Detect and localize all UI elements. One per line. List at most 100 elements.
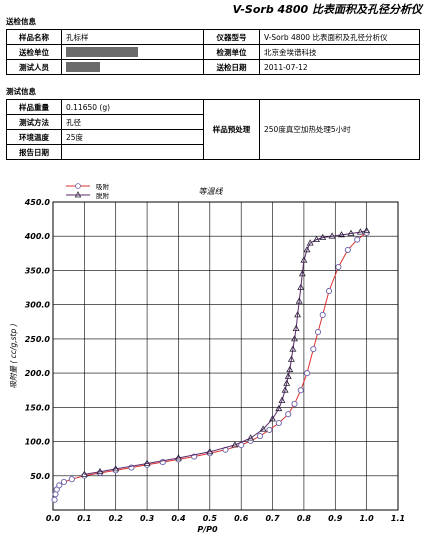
desorption-point: [298, 270, 306, 277]
desorption-point: [294, 311, 302, 318]
adsorption-point: [56, 482, 63, 489]
y-tick-label: 200.0: [25, 369, 51, 378]
desorption-point: [284, 372, 292, 379]
adsorption-point: [314, 328, 322, 336]
desorption-point: [306, 239, 314, 246]
adsorption-point: [266, 426, 273, 433]
sample-weight-value: 0.11650 (g): [61, 99, 204, 115]
desorption-point: [275, 404, 283, 412]
legend-marker: [75, 183, 81, 189]
legend-marker: [74, 191, 82, 198]
desorption-point: [292, 324, 300, 332]
chart-title: 等温线: [199, 187, 224, 196]
adsorption-point: [291, 400, 298, 407]
x-tick-label: 0.0: [46, 514, 61, 523]
x-tick-label: 0.3: [140, 514, 155, 523]
desorption-point: [300, 256, 308, 263]
x-tick-label: 0.7: [265, 514, 280, 523]
adsorption-point: [51, 496, 58, 503]
adsorption-point: [319, 311, 326, 318]
adsorption-point: [256, 433, 264, 440]
y-tick-label: 50.0: [30, 472, 50, 481]
x-tick-label: 0.2: [109, 514, 124, 523]
desorption-point: [319, 233, 327, 240]
desorption-point: [287, 355, 295, 362]
desorption-point: [297, 283, 305, 290]
desorption-point: [295, 297, 303, 304]
x-tick-label: 0.9: [328, 514, 343, 523]
x-tick-label: 0.1: [77, 514, 91, 523]
adsorption-point: [297, 387, 304, 394]
sample-name-value: 孔标样: [61, 29, 204, 45]
submit-date-value: 2011-07-12: [259, 59, 420, 75]
desorption-point: [291, 335, 298, 342]
sample-name-label: 样品名称: [6, 29, 62, 45]
instrument-title: V-Sorb 4800 比表面积及孔径分析仪: [232, 3, 422, 16]
report-date-label: 报告日期: [6, 144, 62, 160]
test-info-table: 样品重量 0.11650 (g) 样品预处理 250度真空加热处理5小时 测试方…: [6, 99, 420, 160]
desorption-point: [356, 228, 364, 235]
table-row: 报告日期: [6, 144, 420, 160]
desorption-point: [313, 235, 320, 242]
desorption-point: [206, 447, 214, 455]
table-row: 送检单位 检测单位 北京金埃谱科技: [6, 44, 420, 60]
submitting-unit-cell: [61, 44, 204, 60]
adsorption-point: [68, 476, 75, 483]
desorption-point: [175, 454, 182, 461]
submitting-unit-label: 送检单位: [6, 44, 62, 60]
sample-section-title: 送检信息: [6, 17, 36, 26]
y-tick-label: 300.0: [25, 301, 51, 310]
tester-cell: [61, 59, 204, 75]
desorption-point: [143, 459, 151, 466]
y-tick-label: 400.0: [24, 232, 51, 241]
desorption-point: [363, 226, 371, 234]
desorption-point: [112, 465, 120, 472]
desorption-point: [259, 425, 267, 432]
x-tick-label: 0.8: [297, 514, 312, 523]
x-tick-label: 0.5: [203, 514, 218, 523]
desorption-point: [281, 386, 289, 393]
x-tick-label: 1.0: [360, 514, 375, 523]
sample-info-table: 样品名称 孔标样 仪器型号 V-Sorb 4800 比表面积及孔径分析仪 送检单…: [6, 29, 420, 75]
test-section-title: 测试信息: [6, 87, 36, 96]
tester-label: 测试人员: [6, 59, 62, 75]
desorption-point: [347, 229, 355, 236]
desorption-point: [283, 379, 291, 386]
desorption-point: [247, 434, 255, 441]
isotherm-chart: 0.0 0.1 0.2 0.3 0.4 0.5 0.6 0.7 0.8 0.9 1.0 1.1 50.0…: [9, 182, 405, 534]
redaction-block: [66, 47, 138, 57]
test-method-label: 测试方法: [6, 114, 62, 130]
redaction-block: [66, 62, 100, 72]
adsorption-point: [325, 287, 333, 295]
legend-label: 脱附: [96, 191, 110, 200]
desorption-point: [286, 365, 294, 373]
x-tick-label: 0.4: [171, 514, 186, 523]
desorption-point: [303, 246, 311, 253]
desorption-point: [278, 396, 286, 403]
desorption-point: [231, 441, 239, 448]
y-tick-label: 100.0: [25, 438, 51, 447]
series-line-2: [84, 230, 367, 475]
submit-date-label: 送检日期: [203, 59, 260, 75]
adsorption-point: [60, 478, 68, 485]
sample-weight-label: 样品重量: [6, 99, 62, 115]
adsorption-point: [335, 263, 342, 271]
ambient-temp-label: 环境温度: [6, 129, 62, 145]
adsorption-point: [344, 246, 351, 253]
desorption-point: [269, 415, 276, 422]
legend-label: 吸附: [96, 182, 110, 191]
table-row: 样品名称 孔标样 仪器型号 V-Sorb 4800 比表面积及孔径分析仪: [6, 29, 420, 45]
instrument-model-label: 仪器型号: [203, 29, 260, 45]
x-tick-label: 0.6: [234, 514, 249, 523]
adsorption-point: [275, 420, 282, 427]
instrument-model-value: V-Sorb 4800 比表面积及孔径分析仪: [259, 29, 420, 45]
ambient-temp-value: 25度: [61, 129, 204, 145]
table-row: 环境温度 25度: [6, 129, 420, 145]
desorption-point: [338, 231, 345, 238]
adsorption-point: [285, 411, 292, 418]
y-tick-label: 150.0: [25, 403, 51, 412]
desorption-point: [328, 232, 336, 239]
testing-unit-label: 检测单位: [203, 44, 260, 60]
desorption-point: [289, 345, 297, 352]
pretreatment-value: 250度真空加热处理5小时: [259, 99, 420, 160]
